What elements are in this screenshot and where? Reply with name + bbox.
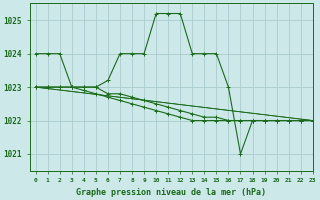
X-axis label: Graphe pression niveau de la mer (hPa): Graphe pression niveau de la mer (hPa) bbox=[76, 188, 266, 197]
